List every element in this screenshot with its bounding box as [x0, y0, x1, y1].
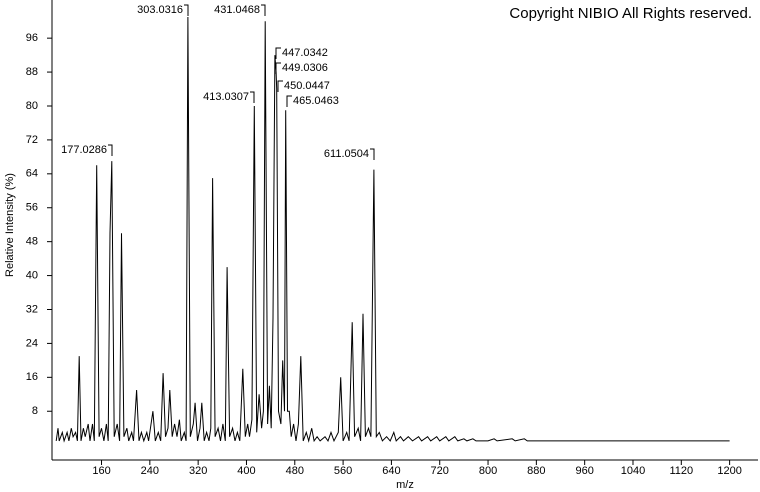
- x-tick-label: 720: [431, 465, 449, 477]
- peak-bracket: [261, 4, 266, 16]
- chart-title: Copyright NIBIO All Rights reserved.: [509, 5, 752, 22]
- y-tick-label: 40: [26, 269, 38, 281]
- y-tick-label: 48: [26, 236, 38, 248]
- y-tick-label: 80: [26, 100, 38, 112]
- y-tick-label: 64: [26, 168, 38, 180]
- peak-label: 465.0463: [293, 95, 339, 107]
- y-tick-label: 32: [26, 303, 38, 315]
- x-tick-label: 320: [189, 465, 207, 477]
- x-tick-label: 1040: [621, 465, 645, 477]
- x-axis-label: m/z: [396, 479, 414, 491]
- x-tick-label: 400: [237, 465, 255, 477]
- peak-bracket: [108, 144, 113, 156]
- peak-bracket: [277, 80, 283, 92]
- x-tick-label: 800: [479, 465, 497, 477]
- x-tick-label: 1120: [669, 465, 693, 477]
- peak-bracket: [250, 91, 255, 103]
- spectrum-line: [55, 16, 730, 443]
- x-tick-label: 560: [334, 465, 352, 477]
- y-tick-label: 96: [26, 32, 38, 44]
- x-tick-label: 240: [141, 465, 159, 477]
- peak-label: 611.0504: [324, 148, 369, 160]
- x-tick-label: 1200: [717, 465, 741, 477]
- y-axis-label: Relative Intensity (%): [4, 173, 16, 277]
- peak-bracket: [275, 47, 281, 59]
- peak-label: 449.0306: [282, 62, 328, 74]
- y-tick-label: 56: [26, 202, 38, 214]
- peak-bracket: [184, 4, 189, 16]
- x-tick-label: 960: [575, 465, 593, 477]
- y-tick-label: 72: [26, 134, 38, 146]
- y-tick-label: 16: [26, 371, 38, 383]
- peak-bracket: [275, 62, 281, 74]
- y-tick-label: 8: [32, 405, 38, 417]
- x-tick-label: 480: [286, 465, 304, 477]
- x-tick-label: 640: [382, 465, 400, 477]
- peak-label: 303.0316: [137, 4, 183, 16]
- peak-label: 447.0342: [282, 47, 328, 59]
- peak-label: 413.0307: [203, 91, 249, 103]
- x-tick-label: 880: [527, 465, 545, 477]
- peak-label: 450.0447: [284, 80, 330, 92]
- y-tick-label: 24: [26, 337, 38, 349]
- peak-label: 431.0468: [214, 4, 260, 16]
- peak-bracket: [370, 148, 375, 160]
- peak-label: 177.0286: [61, 144, 107, 156]
- x-tick-label: 160: [92, 465, 110, 477]
- y-tick-label: 88: [26, 66, 38, 78]
- peak-bracket: [286, 95, 292, 107]
